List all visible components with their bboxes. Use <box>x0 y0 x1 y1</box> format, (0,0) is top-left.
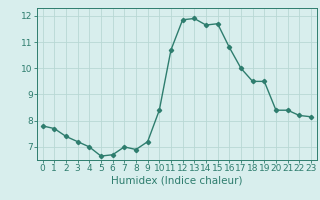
X-axis label: Humidex (Indice chaleur): Humidex (Indice chaleur) <box>111 176 243 186</box>
